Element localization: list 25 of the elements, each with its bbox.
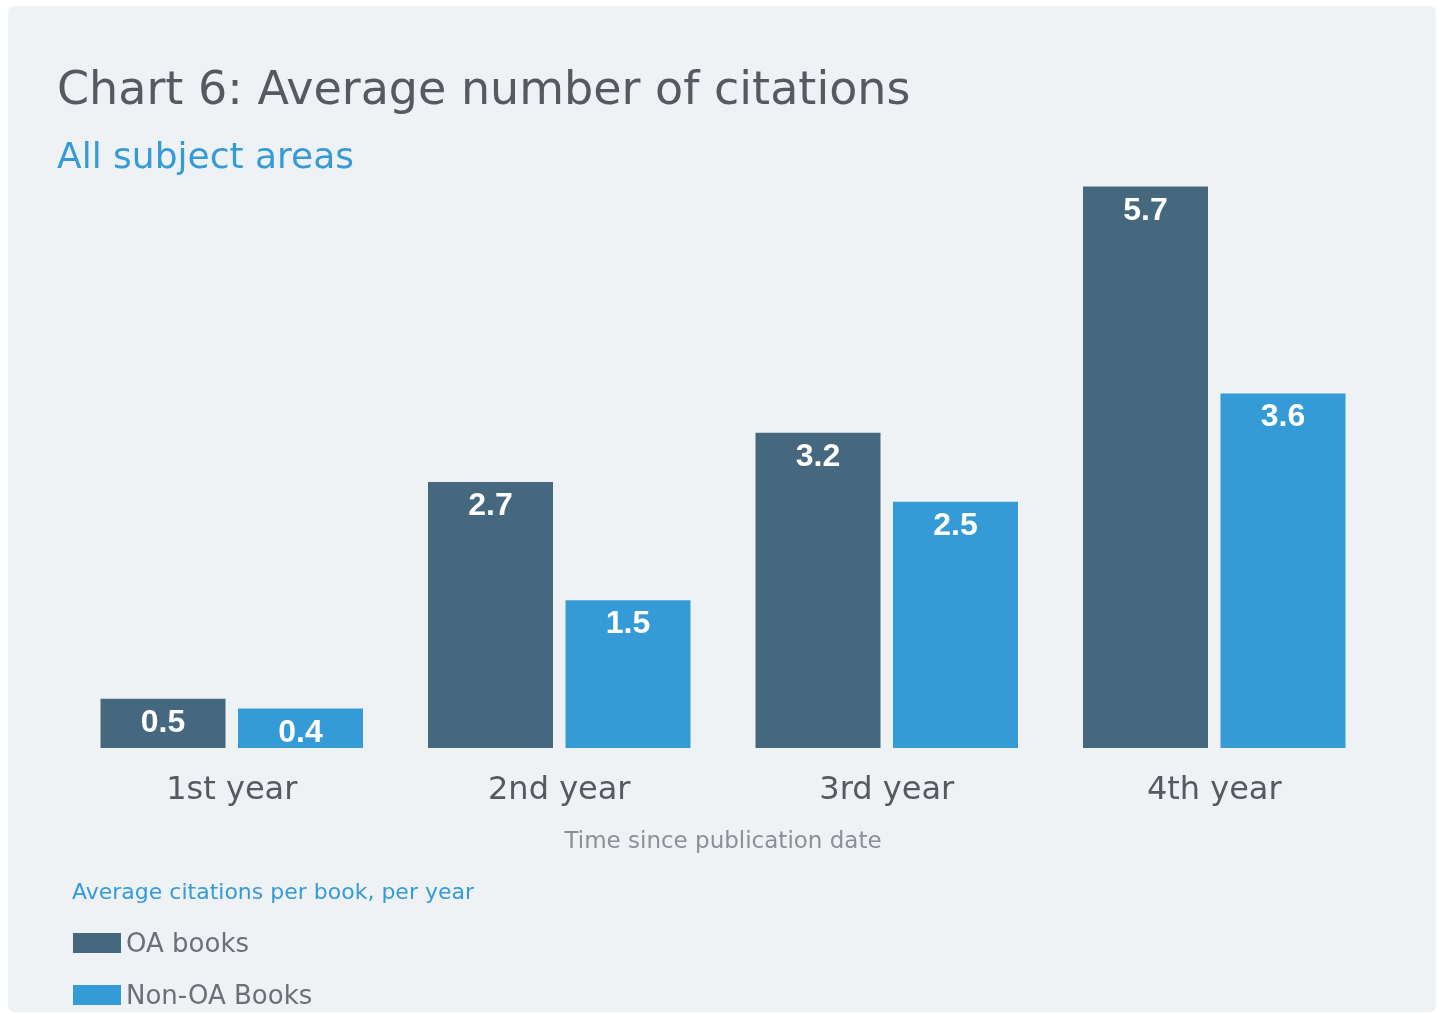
x-tick-label: 3rd year: [819, 769, 956, 807]
bar: [755, 432, 881, 748]
data-label: 3.6: [1260, 397, 1306, 434]
legend-label: Non-OA Books: [126, 980, 313, 1010]
x-tick-label: 1st year: [166, 769, 299, 807]
data-label: 5.7: [1123, 190, 1168, 227]
chart-title: Chart 6: Average number of citations: [57, 61, 911, 115]
x-axis-title: Time since publication date: [563, 826, 882, 853]
bar: [428, 482, 553, 748]
data-label: 0.4: [278, 712, 323, 749]
data-label: 2.5: [933, 505, 978, 542]
data-label: 2.7: [468, 486, 513, 523]
bar: [893, 501, 1018, 748]
bar: [1083, 186, 1208, 748]
data-label: 1.5: [605, 604, 651, 641]
legend-label: OA books: [126, 928, 249, 958]
data-label: 3.2: [795, 436, 841, 473]
legend-title: Average citations per book, per year: [72, 878, 475, 904]
chart-subtitle: All subject areas: [57, 134, 355, 176]
x-tick-label: 4th year: [1146, 769, 1283, 807]
bar: [100, 698, 226, 748]
x-tick-label: 2nd year: [487, 769, 632, 807]
bar: [1220, 393, 1346, 748]
data-label: 0.5: [140, 702, 186, 739]
bar: [565, 600, 691, 748]
